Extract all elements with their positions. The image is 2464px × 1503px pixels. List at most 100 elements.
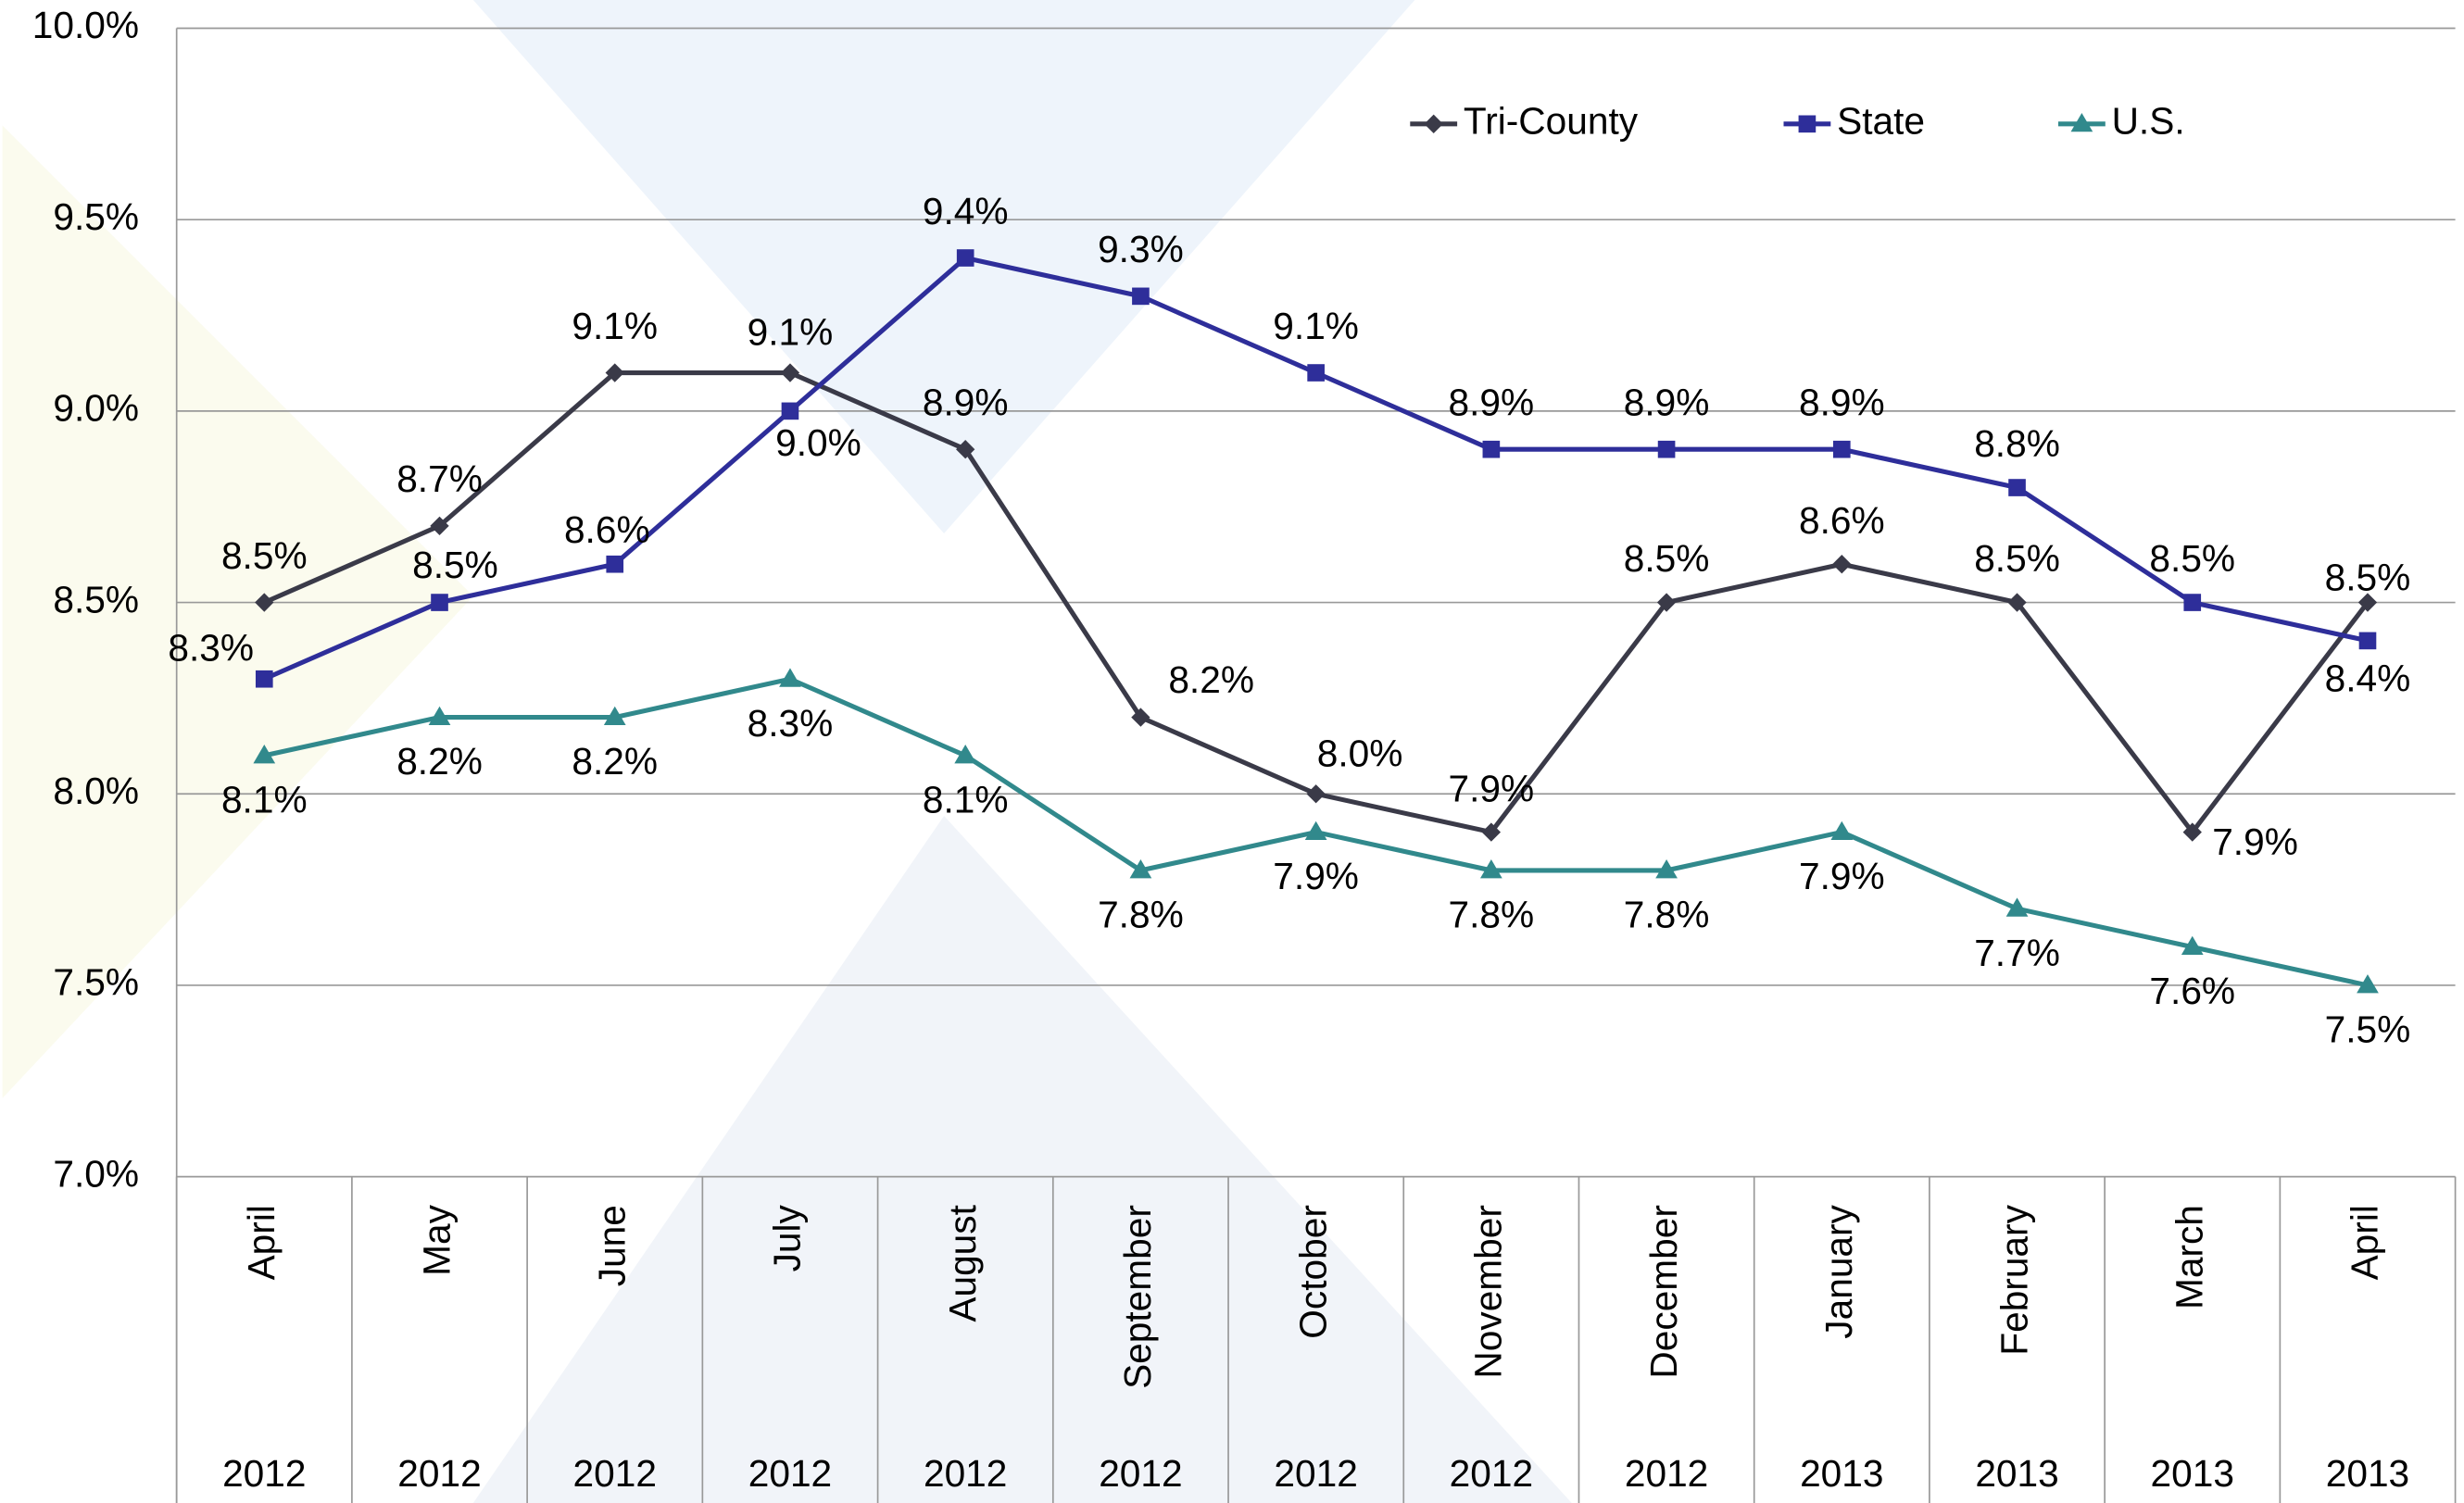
marker [1129,859,1152,879]
marker [2357,974,2379,994]
y-tick-label: 9.0% [53,387,139,430]
marker [1304,820,1327,841]
data-label: 7.5% [2325,1008,2411,1050]
x-year-label: 2013 [2151,1452,2234,1495]
marker [2005,897,2029,917]
marker [1830,820,1854,841]
marker [1131,708,1150,727]
x-year-label: 2012 [748,1452,832,1495]
x-year-label: 2012 [222,1452,306,1495]
y-tick-label: 9.5% [53,195,139,238]
x-tick-label: November [1467,1205,1510,1378]
data-label: 8.1% [923,778,1009,820]
marker [1132,287,1150,306]
marker [1306,784,1326,804]
x-tick-label: June [590,1205,633,1286]
data-label: 7.9% [1449,767,1535,809]
data-label: 8.2% [396,740,483,783]
y-tick-label: 10.0% [32,4,139,46]
marker [430,516,449,536]
data-label: 8.9% [923,382,1009,424]
data-label: 7.8% [1098,893,1184,935]
x-year-label: 2013 [1975,1452,2058,1495]
data-label: 8.2% [572,740,658,783]
legend-label: Tri-County [1464,100,1639,143]
legend-marker [1798,115,1817,133]
x-year-label: 2012 [397,1452,481,1495]
y-tick-label: 7.5% [53,961,139,1004]
data-label: 8.5% [221,534,308,577]
marker [2358,632,2377,650]
marker [603,706,626,726]
x-tick-label: May [415,1204,458,1275]
data-label: 9.0% [775,421,861,464]
data-label: 8.3% [748,702,834,745]
data-label: 8.6% [1799,499,1885,542]
marker [253,745,276,764]
data-label: 7.8% [1449,893,1535,935]
marker [1832,440,1851,458]
data-label: 8.3% [168,626,254,669]
data-label: 8.5% [2149,537,2235,580]
x-tick-label: April [240,1205,283,1280]
marker [779,668,801,687]
x-tick-label: August [941,1205,984,1322]
x-year-label: 2012 [1099,1452,1182,1495]
data-label: 7.6% [2149,970,2235,1012]
y-tick-label: 8.0% [53,770,139,812]
marker [2008,479,2026,496]
x-tick-label: February [1993,1204,2035,1355]
data-label: 8.1% [221,778,308,820]
data-label: 9.3% [1098,228,1184,270]
y-tick-label: 8.5% [53,578,139,620]
legend-marker [1424,114,1443,134]
data-label: 8.9% [1624,382,1710,424]
marker [2182,822,2202,842]
data-label: 8.4% [2325,658,2411,700]
marker [2007,593,2027,612]
marker [1307,364,1325,382]
legend-label: U.S. [2112,100,2185,143]
x-tick-label: October [1291,1205,1334,1339]
x-year-label: 2012 [1625,1452,1708,1495]
x-tick-label: July [766,1204,809,1271]
data-label: 9.1% [748,311,834,354]
marker [1657,440,1676,458]
data-label: 8.6% [564,508,650,551]
x-tick-label: March [2168,1205,2210,1309]
data-label: 7.9% [2212,820,2298,863]
data-label: 9.4% [923,190,1009,232]
x-tick-label: September [1116,1205,1159,1389]
marker [2181,935,2204,956]
data-label: 8.7% [396,457,483,500]
marker [606,555,624,573]
data-label: 8.5% [1624,537,1710,580]
background-shape [2,125,473,1098]
x-year-label: 2013 [1800,1452,1883,1495]
data-label: 7.7% [1974,932,2060,974]
marker [1482,440,1501,458]
marker [1480,859,1502,879]
data-label: 7.8% [1624,893,1710,935]
x-tick-label: January [1817,1204,1860,1338]
marker [255,670,273,688]
marker [428,706,451,726]
x-year-label: 2012 [1450,1452,1533,1495]
data-label: 8.5% [1974,537,2060,580]
data-label: 7.9% [1799,855,1885,897]
x-year-label: 2012 [573,1452,657,1495]
y-tick-label: 7.0% [53,1152,139,1195]
x-tick-label: April [2344,1205,2386,1280]
data-label: 8.0% [1317,732,1403,774]
legend-label: State [1837,100,1925,143]
x-year-label: 2013 [2326,1452,2409,1495]
data-label: 7.9% [1273,855,1359,897]
marker [1655,859,1678,879]
marker [954,745,977,764]
x-tick-label: December [1642,1205,1685,1378]
data-label: 8.9% [1449,382,1535,424]
data-label: 8.8% [1974,422,2060,465]
marker [2183,594,2202,611]
data-label: 8.5% [412,544,498,586]
